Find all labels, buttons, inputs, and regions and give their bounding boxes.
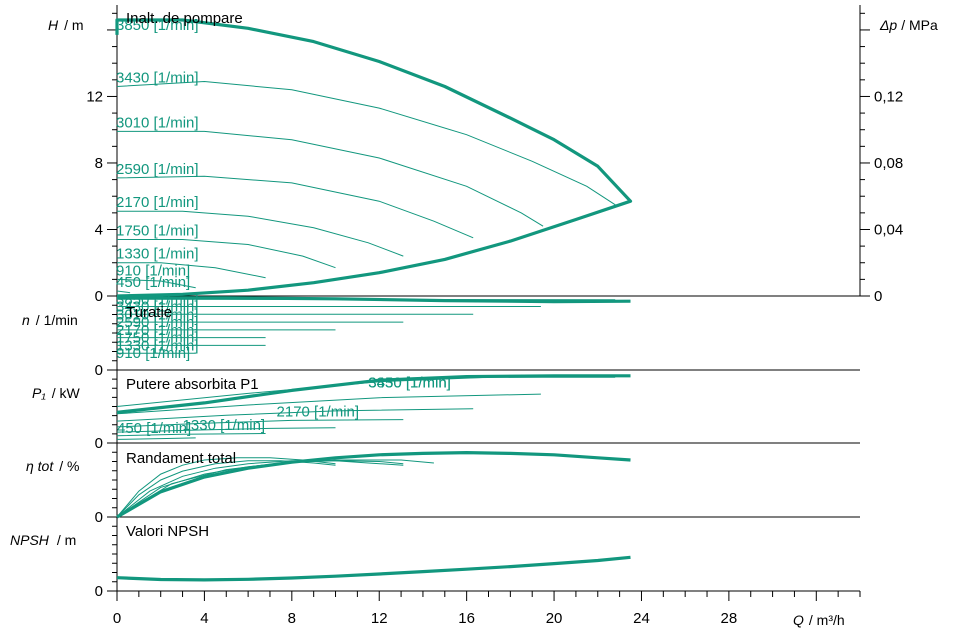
- panel-title-power: Putere absorbita P1: [126, 376, 259, 393]
- speed-curve-head: [116, 175, 474, 239]
- speed-curve-label: 3850 [1/min]: [116, 17, 199, 34]
- x-tick-label: 24: [633, 610, 650, 627]
- panel-title-efficiency: Randament total: [126, 450, 236, 467]
- ylabel-npsh: NPSH / m: [10, 532, 76, 548]
- curve-label: 1330 [1/min]: [183, 417, 266, 434]
- speed-curve-power: [116, 408, 474, 422]
- max-curve-efficiency: [116, 451, 631, 519]
- speed-curve-head: [117, 262, 266, 279]
- labels-layer: 0 4 8 12 16 20 24 28 0 4 8 12 0 0,04 0,08 0,12 3850 [1/m…: [86, 17, 903, 627]
- right-axis-label: Δp / MPa: [879, 17, 938, 33]
- right-tick-label: 0: [874, 288, 882, 305]
- speed-curve-label: 910 [1/min]: [116, 345, 190, 362]
- speed-curve-power: [116, 433, 266, 437]
- y-tick-label: 0: [95, 435, 103, 452]
- max-curve-speed: [117, 296, 631, 304]
- right-tick-label: 0,08: [874, 155, 903, 172]
- speed-curve-label: 2170 [1/min]: [116, 322, 199, 339]
- max-curve-head: [115, 18, 633, 298]
- speed-curve-label: 1330 [1/min]: [116, 337, 199, 354]
- speed-curve-label: 3010 [1/min]: [116, 306, 199, 323]
- speed-curve-efficiency: [116, 460, 404, 518]
- speed-curve-label: 910 [1/min]: [116, 262, 190, 279]
- max-curve-power: [116, 374, 631, 414]
- speed-curve-efficiency: [116, 459, 434, 518]
- panel-title-head: Inalt. de pompare: [126, 10, 243, 27]
- speed-curve-label: 3010 [1/min]: [116, 114, 199, 131]
- speed-curve-label: 2590 [1/min]: [116, 161, 199, 178]
- speed-curve-power: [116, 393, 541, 415]
- speed-curve-efficiency: [116, 460, 404, 518]
- speed-curve-head: [117, 239, 336, 269]
- speed-curve-label: 3430 [1/min]: [116, 69, 199, 86]
- x-tick-label: 20: [546, 610, 563, 627]
- x-tick-label: 4: [200, 610, 208, 627]
- ylabel-speed: n/ 1/min: [22, 312, 78, 328]
- speed-curve-label: 450 [1/min]: [116, 274, 190, 291]
- axes-layer: [107, 5, 870, 601]
- curves-layer: [115, 18, 633, 582]
- right-tick-label: 0,04: [874, 221, 903, 238]
- speed-curve-head: [116, 290, 131, 294]
- y-tick-label: 8: [95, 155, 103, 172]
- y-tick-label: 12: [86, 88, 103, 105]
- curve-label: 450 [1/min]: [117, 420, 191, 437]
- x-tick-label: 0: [113, 610, 121, 627]
- y-tick-label: 0: [95, 288, 103, 305]
- speed-curve-label: 1330 [1/min]: [116, 246, 199, 263]
- y-tick-label: 4: [95, 221, 103, 238]
- panel-title-npsh: Valori NPSH: [126, 523, 209, 540]
- speed-curve-power: [116, 427, 336, 433]
- speed-curve-label: 1750 [1/min]: [116, 330, 199, 347]
- speed-curve-head: [116, 278, 196, 289]
- x-tick-label: 16: [458, 610, 475, 627]
- y-tick-label: 0: [95, 509, 103, 526]
- max-curve-npsh: [116, 555, 631, 582]
- speed-curve-power: [116, 419, 404, 428]
- x-tick-label: 28: [721, 610, 738, 627]
- x-tick-label: 12: [371, 610, 388, 627]
- curve-label: 3850 [1/min]: [368, 375, 451, 392]
- speed-curve-label: 2590 [1/min]: [116, 314, 199, 331]
- y-tick-label: 0: [95, 362, 103, 379]
- ylabel-power: P₁ / kW: [32, 385, 81, 401]
- ylabel-efficiency: η tot / %: [26, 458, 79, 474]
- y-tick-label: 0: [95, 583, 103, 600]
- speed-curve-head: [116, 80, 618, 207]
- speed-curve-head: [117, 210, 404, 257]
- speed-curve-efficiency: [116, 457, 336, 518]
- ylabel-head: H / m: [48, 17, 84, 33]
- panel-title-speed: Turatie: [126, 304, 172, 321]
- speed-curve-label: 3430 [1/min]: [116, 299, 199, 316]
- curve-label: 2170 [1/min]: [277, 404, 360, 421]
- speed-curve-power: [116, 437, 196, 440]
- speed-curve-head: [117, 130, 544, 227]
- x-tick-label: 8: [288, 610, 296, 627]
- x-axis-label: Q / m³/h: [793, 612, 845, 628]
- speed-curve-label: 1750 [1/min]: [116, 222, 199, 239]
- speed-curve-label: 2170 [1/min]: [116, 194, 199, 211]
- speed-curve-label: 3850 [1/min]: [116, 291, 199, 308]
- right-tick-label: 0,12: [874, 88, 903, 105]
- curve-label: 3430 [1/min]: [368, 375, 451, 392]
